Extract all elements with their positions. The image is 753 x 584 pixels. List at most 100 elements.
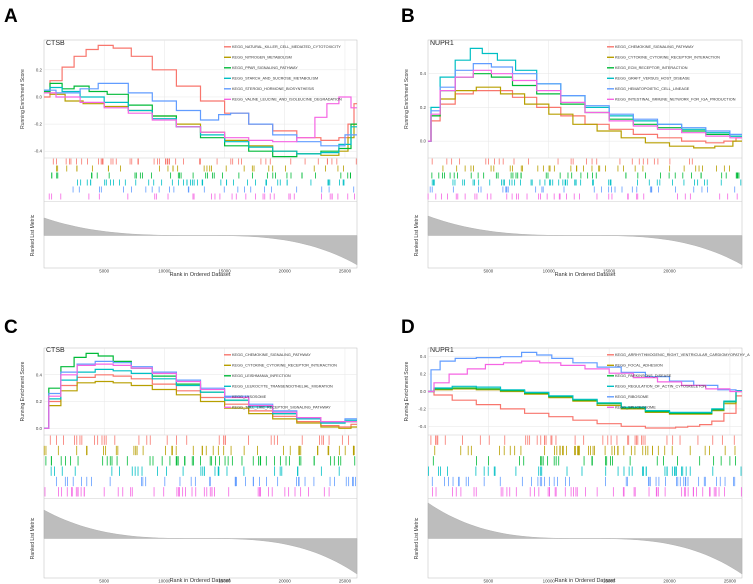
x-tick-label: 20000 [663,269,676,274]
legend-entry: KEGG_ECM_RECEPTOR_INTERACTION [615,66,688,70]
series-line-6 [428,69,742,142]
legend-entry: KEGG_CYTOKINE_CYTOKINE_RECEPTOR_INTERACT… [615,56,720,60]
ranked-metric-label: Ranked List Metric [30,214,36,256]
panel-letter: C [4,317,18,338]
x-tick-label: 25000 [339,269,352,274]
y-tick-label: 0.0 [36,426,43,431]
series-line-2 [428,388,742,415]
series-line-1 [428,390,742,429]
panel-d: D NUPR1 -0.4 -0.2 0.0 0.2 0.4 KEGG_ARRHYTHMOGEN… [401,317,750,584]
legend-entry: KEGG_NATURAL_KILLER_CELL_MEDIATED_CYTOTO… [232,45,341,49]
legend-entry: KEGG_VALINE_LEUCINE_AND_ISOLEUCINE_DEGRA… [232,98,342,102]
series-line-4 [428,385,742,413]
plot-frame [427,347,743,579]
y-tick-label: -0.4 [34,149,42,154]
legend-entry: KEGG_LEUKOCYTE_TRANSENDOTHELIAL_MIGRATIO… [232,385,333,389]
ranked-metric-area [43,217,358,266]
x-axis-label: Rank in Ordered Dataset [170,272,231,278]
y-axis-label: Running Enrichment Score [20,69,26,129]
panel-letter: D [401,317,415,338]
panel-b: B NUPR1 0.0 0.2 0.4 KEGG_CHEMOKINE_SIGNALING_… [401,6,743,278]
legend-entry: KEGG_STARCH_AND_SUCROSE_METABOLISM [232,77,318,81]
x-tick-label: 10000 [543,579,556,584]
x-tick-label: 10000 [543,269,556,274]
y-axis-label: Running Enrichment Score [404,361,410,421]
legend-entry: KEGG_ARRHYTHMOGENIC_RIGHT_VENTRICULAR_CA… [615,353,750,357]
plot-frame [427,39,743,269]
y-tick-label: 0.2 [36,67,43,72]
ranked-metric-label: Ranked List Metric [30,517,36,559]
legend-entry: KEGG_TOLL_LIKE_RECEPTOR_SIGNALING_PATHWA… [232,406,331,410]
plot-frame [43,347,358,579]
y-tick-label: 0.4 [36,372,43,377]
y-axis-label: Running Enrichment Score [20,361,26,421]
legend-entry: KEGG_SPLICEOSOME [615,406,656,410]
legend-entry: KEGG_LEISHMANIA_INFECTION [232,374,291,378]
y-tick-label: 0.2 [420,105,427,110]
x-tick-label: 10000 [158,269,171,274]
gene-title: CTSB [46,40,65,47]
gene-title: CTSB [46,347,65,354]
legend-entry: KEGG_FOCAL_ADHESION [615,364,663,368]
x-axis-label: Rank in Ordered Dataset [170,578,231,584]
legend-entry: KEGG_CYTOKINE_CYTOKINE_RECEPTOR_INTERACT… [232,364,337,368]
panel-c: C CTSB 0.0 0.2 0.4 KEGG_CHEMOKINE_SIGNALING_P… [4,317,358,584]
x-tick-label: 5000 [483,579,493,584]
legend-entry: KEGG_PARKINSONS_DISEASE [615,374,672,378]
ranked-metric-area [43,509,358,575]
x-tick-label: 5000 [99,269,109,274]
legend-entry: KEGG_STEROID_HORMONE_BIOSYNTHESIS [232,87,315,91]
x-tick-label: 20000 [279,579,292,584]
x-axis-label: Rank in Ordered Dataset [555,272,616,278]
y-tick-label: -0.4 [418,424,426,429]
legend-entry: KEGG_REGULATION_OF_ACTIN_CYTOSKELETON [615,385,706,389]
y-tick-label: 0.0 [420,389,427,394]
y-axis-label: Running Enrichment Score [404,69,410,129]
legend-entry: KEGG_RIBOSOME [615,395,649,399]
x-tick-label: 5000 [99,579,109,584]
legend-entry: KEGG_PPAR_SIGNALING_PATHWAY [232,66,298,70]
y-tick-label: 0.4 [420,71,427,76]
legend-entry: KEGG_INTESTINAL_IMMUNE_NETWORK_FOR_IGA_P… [615,98,736,102]
x-tick-label: 25000 [339,579,352,584]
panel-letter: A [4,6,18,27]
x-tick-label: 10000 [158,579,171,584]
x-tick-label: 15000 [218,579,231,584]
x-tick-label: 25000 [724,579,737,584]
series-line-2 [428,86,742,149]
series-line-6 [428,360,742,393]
legend-entry: KEGG_CHEMOKINE_SIGNALING_PATHWAY [615,45,694,49]
legend-entry: KEGG_NITROGEN_METABOLISM [232,56,292,60]
x-tick-label: 20000 [663,579,676,584]
x-tick-label: 15000 [603,269,616,274]
legend-entry: KEGG_LYSOSOME [232,395,267,399]
y-tick-label: 0.4 [420,354,427,359]
gene-title: NUPR1 [430,40,454,47]
ranked-metric-label: Ranked List Metric [414,214,420,256]
legend-entry: KEGG_CHEMOKINE_SIGNALING_PATHWAY [232,353,311,357]
panel-letter: B [401,6,415,27]
y-tick-label: 0.2 [420,372,427,377]
x-tick-label: 5000 [483,269,493,274]
plot-frame [43,39,358,269]
series-line-1 [44,44,357,141]
x-tick-label: 15000 [218,269,231,274]
gene-title: NUPR1 [430,347,454,354]
legend-entry: KEGG_GRAFT_VERSUS_HOST_DISEASE [615,77,690,81]
y-tick-label: 0.2 [36,399,43,404]
x-axis-label: Rank in Ordered Dataset [555,578,616,584]
series-line-6 [44,92,357,143]
series-line-6 [44,363,357,429]
ranked-metric-area [427,215,743,266]
y-tick-label: -0.2 [34,122,42,127]
y-tick-label: -0.2 [418,406,426,411]
series-line-5 [428,351,742,393]
ranked-metric-label: Ranked List Metric [414,517,420,559]
ranked-metric-area [427,502,743,575]
x-tick-label: 15000 [603,579,616,584]
legend-entry: KEGG_HEMATOPOIETIC_CELL_LINEAGE [615,87,690,91]
panel-a: A CTSB -0.4 -0.2 0.0 0.2 KEGG_NATURAL_KILLER_C… [4,6,358,278]
y-tick-label: 0.0 [420,139,427,144]
x-tick-label: 20000 [279,269,292,274]
